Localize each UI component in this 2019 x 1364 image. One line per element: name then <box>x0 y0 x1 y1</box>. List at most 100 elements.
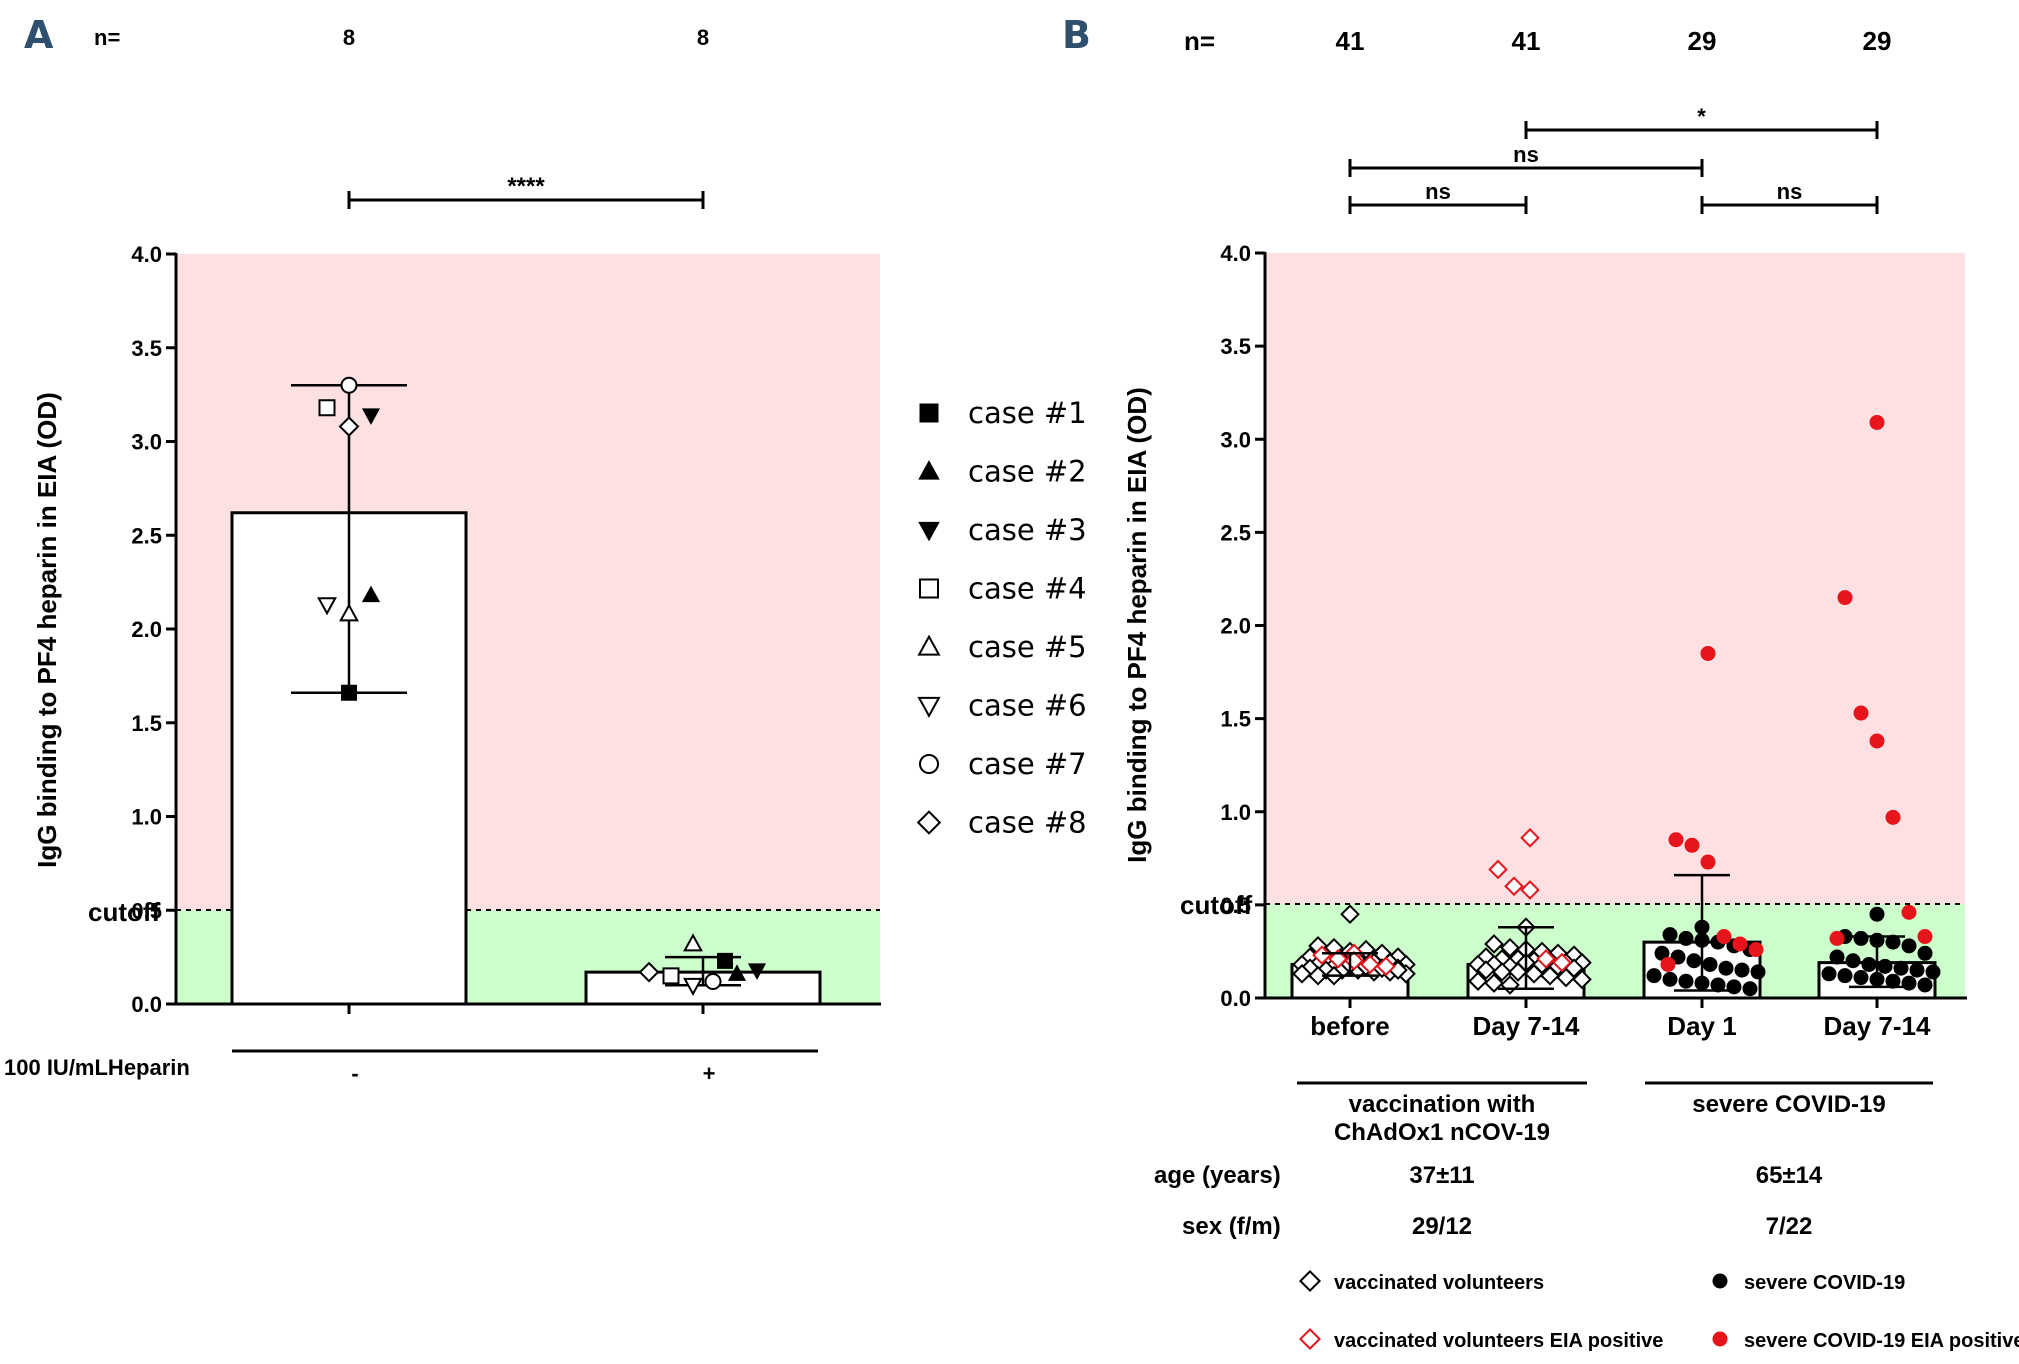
panel-b-legend-label: vaccinated volunteers <box>1334 1272 1544 1294</box>
panel-b-cutoff-label: cutoff <box>1180 890 1253 920</box>
panel-a-legend-label: case #3 <box>968 513 1087 547</box>
panel-b-data-point-positive <box>1504 876 1524 897</box>
panel-b-n-value: 41 <box>1336 26 1365 56</box>
panel-b-data-point-positive <box>1748 942 1764 958</box>
panel-b-data-point <box>1662 971 1678 987</box>
panel-a-y-tick-label: 0.0 <box>131 992 162 1017</box>
panel-a-data-point <box>747 963 767 980</box>
panel-a: IgG binding to PF4 heparin in EIA (OD) c… <box>4 25 1087 1086</box>
panel-b-data-point <box>1726 979 1742 995</box>
panel-b-y-tick-label: 3.0 <box>1220 427 1251 452</box>
panel-b-data-point <box>1885 934 1901 950</box>
panel-a-x-category: - <box>351 1061 358 1086</box>
panel-a-x-group-label: 100 IU/mLHeparin <box>4 1055 190 1080</box>
panel-b-data-point <box>1861 956 1877 972</box>
panel-b-data-point <box>1885 973 1901 989</box>
panel-a-data-point <box>727 964 747 981</box>
panel-b-y-tick-label: 3.5 <box>1220 334 1251 359</box>
panel-b-data-point-positive <box>1700 645 1716 661</box>
panel-b-n-value: 29 <box>1863 26 1892 56</box>
panel-b-data-point-positive <box>1885 809 1901 825</box>
panel-b-data-point-positive <box>1488 859 1508 880</box>
panel-b-legend-marker <box>1298 1327 1322 1351</box>
panel-a-x-category: + <box>703 1061 716 1086</box>
panel-b-group-age: 65±14 <box>1756 1162 1823 1189</box>
panel-b-data-point <box>1572 969 1592 990</box>
panel-b-y-tick-label: 2.5 <box>1220 520 1251 545</box>
panel-a-y-tick-label: 1.5 <box>131 711 162 736</box>
panel-b-data-point <box>1678 930 1694 946</box>
panel-a-legend-marker <box>917 696 941 718</box>
panel-a-data-point <box>662 967 680 985</box>
panel-a-data-point <box>704 973 722 990</box>
panel-a-legend-label: case #5 <box>968 630 1087 664</box>
panel-b-data-point <box>1710 977 1726 993</box>
panel-b-n-label: n= <box>1184 26 1215 56</box>
panel-b-data-point-positive <box>1328 949 1348 969</box>
panel-b-data-point-positive <box>1660 956 1676 972</box>
panel-a-legend-marker <box>919 578 939 599</box>
panel-b-data-point-positive <box>1536 949 1556 969</box>
panel-b-y-tick-label: 0.5 <box>1220 893 1251 918</box>
panel-b-data-point <box>1484 973 1504 993</box>
panel-b-data-point <box>1917 977 1933 993</box>
panel-a-y-tick-label: 2.5 <box>131 523 162 548</box>
panel-b-legend-label: severe COVID-19 EIA positive <box>1744 1330 2019 1352</box>
panel-b-y-tick-label: 2.0 <box>1220 614 1251 639</box>
panel-b-data-point <box>1662 927 1678 943</box>
panel-a-y-tick-label: 2.0 <box>131 617 162 642</box>
panel-b-x-category: Day 1 <box>1667 1011 1736 1041</box>
panel-b-legend-label: severe COVID-19 <box>1744 1272 1905 1294</box>
panel-b-data-point <box>1853 930 1869 946</box>
panel-b-data-point-positive <box>1732 936 1748 952</box>
panel-a-legend-marker <box>917 634 941 656</box>
panel-a-data-point <box>339 603 359 622</box>
panel-a-cutoff-label: cutoff <box>88 897 161 927</box>
panel-a-data-point <box>361 408 381 425</box>
panel-b-data-point-positive <box>1829 930 1845 946</box>
panel-b-data-point <box>1869 906 1885 922</box>
panel-b-y-tick-label: 1.5 <box>1220 707 1251 732</box>
panel-b-data-point <box>1877 958 1893 974</box>
panel-a-legend-label: case #2 <box>968 455 1087 489</box>
panel-a-data-point <box>638 961 660 983</box>
panel-a-legend-marker <box>919 754 939 774</box>
panel-a-data-point <box>317 597 337 616</box>
panel-a-n-label: n= <box>94 25 120 50</box>
panel-b-data-point-positive <box>1869 414 1885 430</box>
panel-b-group-sex: 7/22 <box>1766 1213 1813 1240</box>
panel-a-legend-label: case #1 <box>968 396 1087 430</box>
panel-b-data-point <box>1492 962 1512 982</box>
panel-a-y-tick-label: 4.0 <box>131 242 162 267</box>
panel-b-data-point <box>1821 966 1837 982</box>
panel-a-y-axis-label: IgG binding to PF4 heparin in EIA (OD) <box>32 392 62 868</box>
panel-b-data-point <box>1686 953 1702 969</box>
panel-b-data-point <box>1702 956 1718 972</box>
panel-b-n-value: 41 <box>1512 26 1541 56</box>
panel-a-y-tick-label: 0.5 <box>131 898 162 923</box>
panel-letter-a: A <box>24 13 54 57</box>
panel-b-group-label-2: ChAdOx1 nCOV-19 <box>1334 1119 1550 1146</box>
panel-b-data-point-positive <box>1552 952 1572 973</box>
panel-b-data-point-positive <box>1360 954 1380 975</box>
panel-b-data-point-positive <box>1716 929 1732 945</box>
panel-b-data-point <box>1646 968 1662 984</box>
panel-b-data-point <box>1853 970 1869 986</box>
panel-b-data-point-positive <box>1520 880 1540 900</box>
panel-b-data-point <box>1670 949 1686 965</box>
panel-b-x-category: before <box>1310 1011 1389 1041</box>
panel-a-legend-marker <box>918 521 940 542</box>
panel-b-y-tick-label: 4.0 <box>1220 241 1251 266</box>
panel-b-data-point <box>1476 960 1496 980</box>
panel-b-significance-label: ns <box>1513 142 1539 167</box>
panel-b-data-point-positive <box>1700 854 1716 870</box>
panel-b-group-sex: 29/12 <box>1412 1213 1472 1240</box>
panel-a-n-value: 8 <box>697 25 709 50</box>
panel-b-data-point <box>1845 953 1861 969</box>
panel-b-positive-zone <box>1265 253 1965 904</box>
panel-b-data-point <box>1829 949 1845 965</box>
panel-b-data-point <box>1893 960 1909 976</box>
panel-a-data-point <box>338 416 360 437</box>
panel-b-group-age: 37±11 <box>1409 1162 1474 1189</box>
panel-b-data-point-positive <box>1917 929 1933 945</box>
